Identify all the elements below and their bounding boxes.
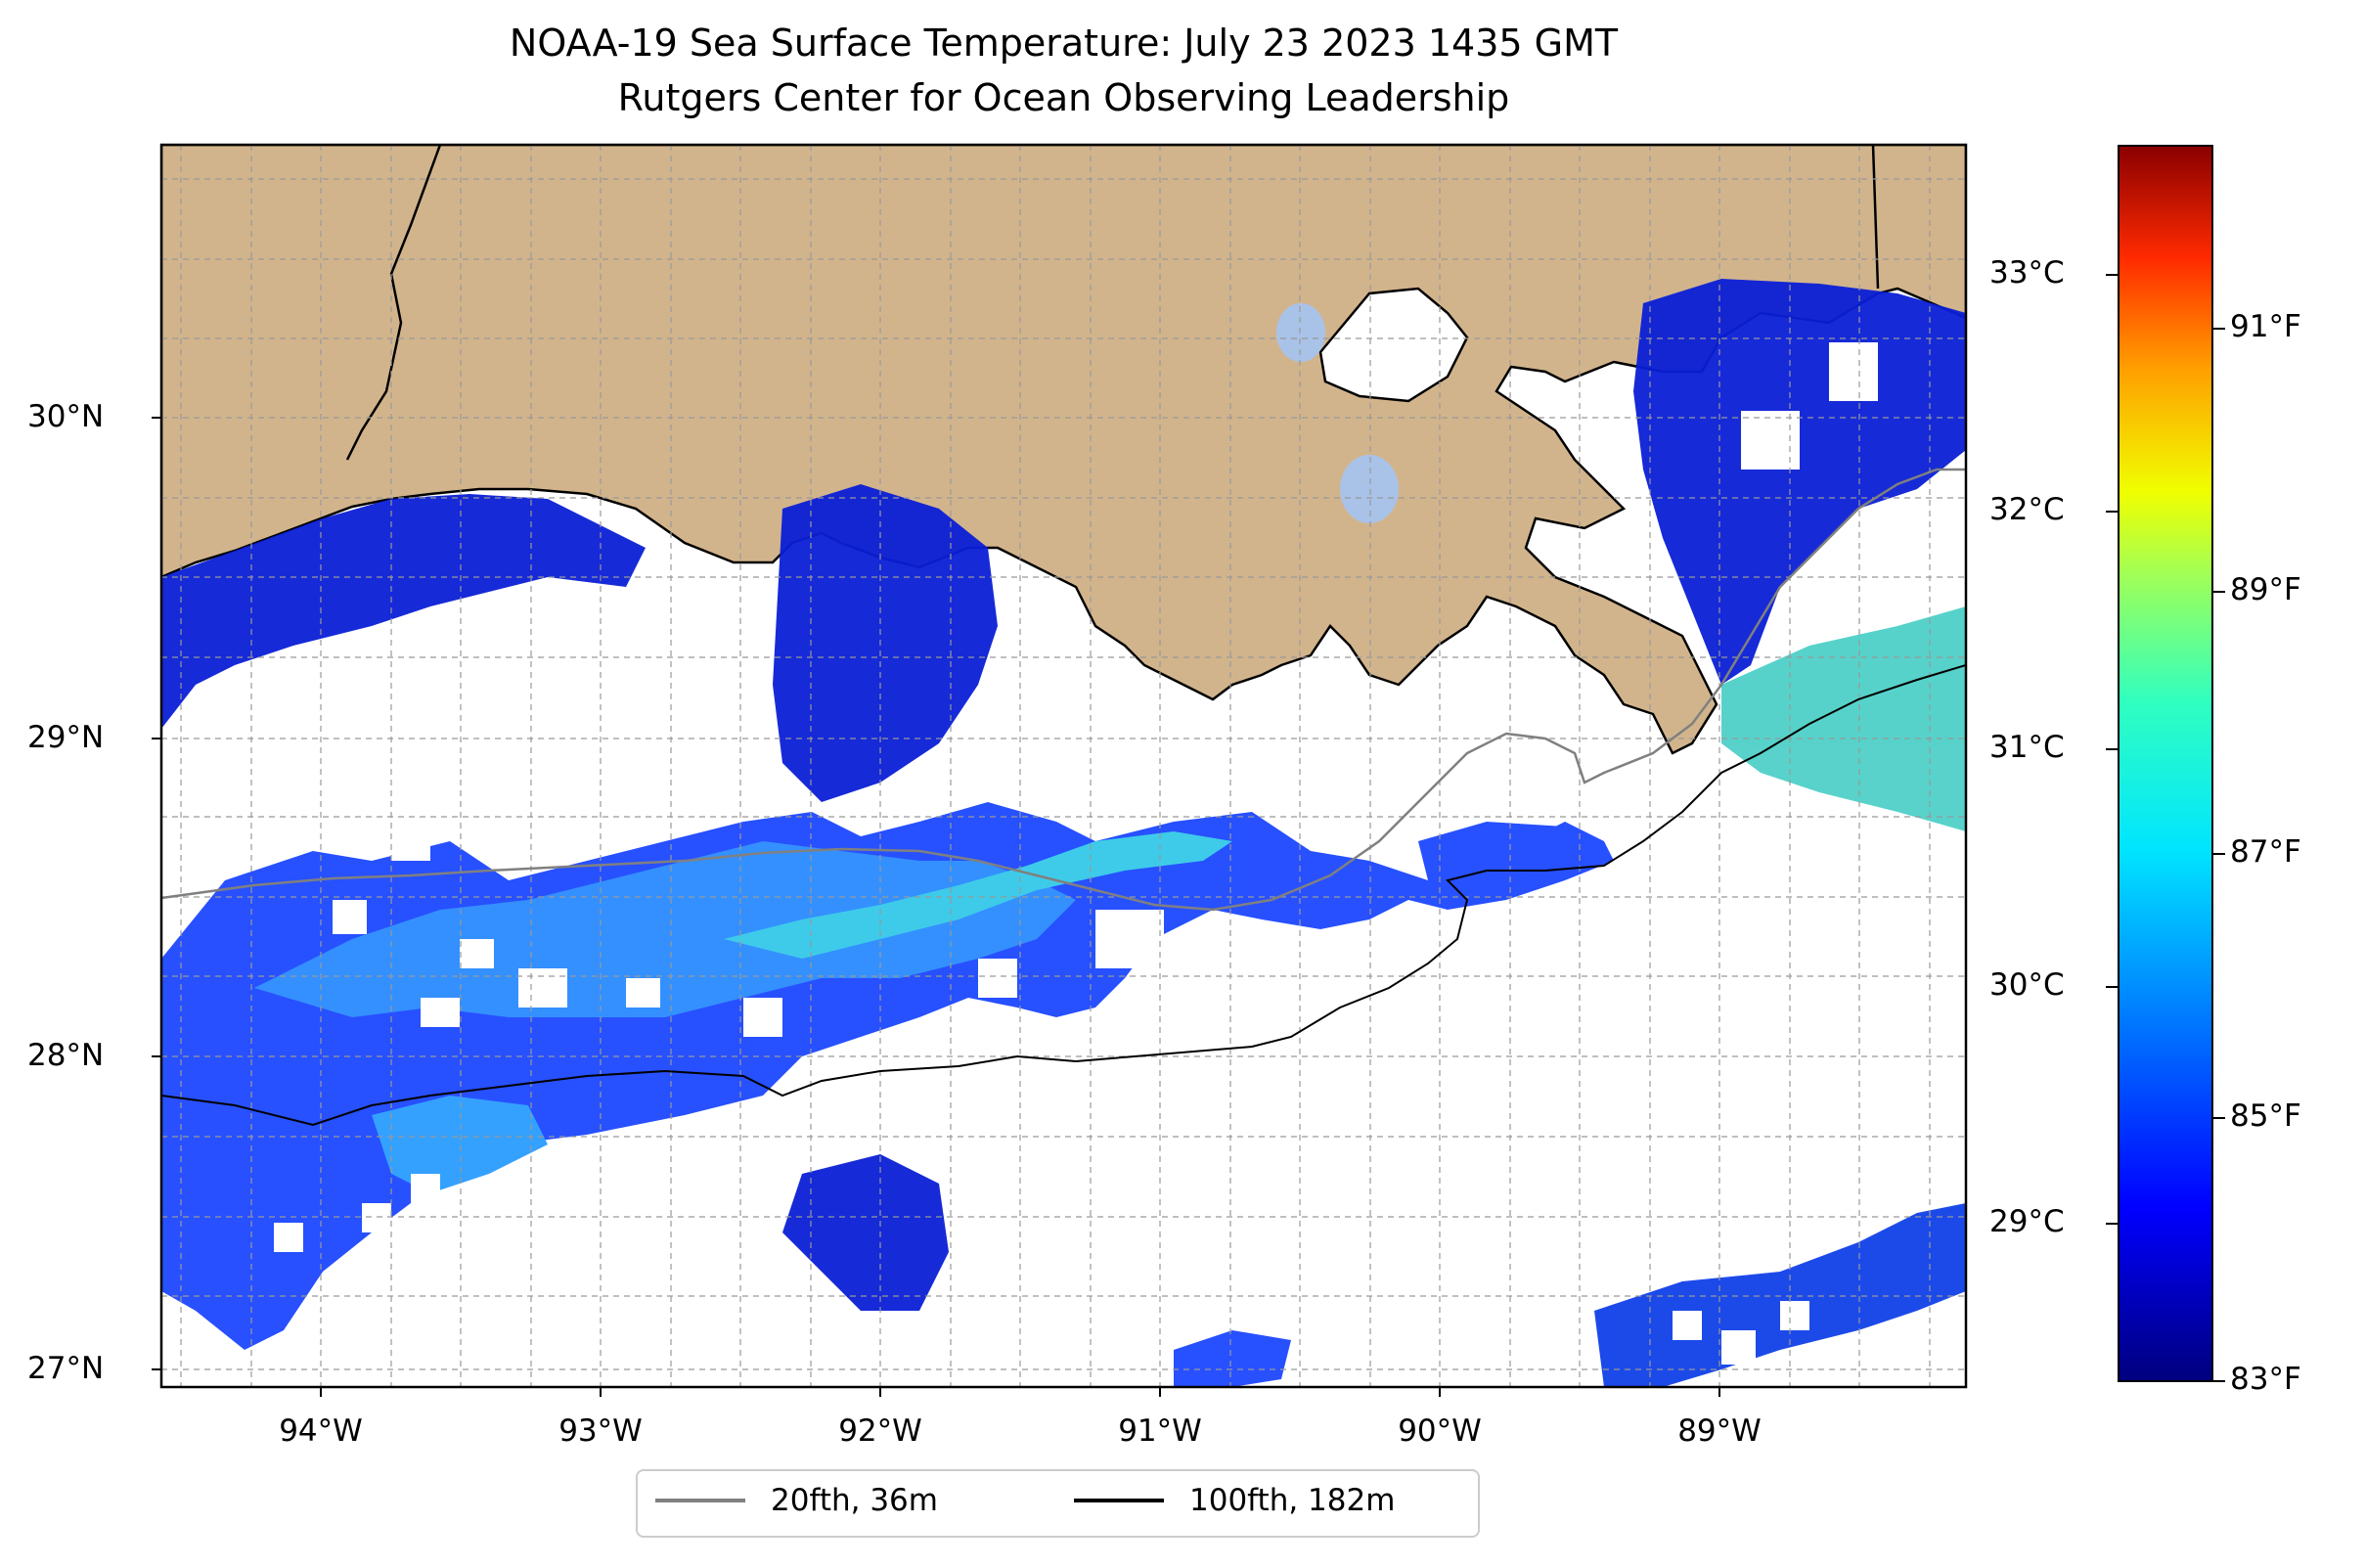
colorbar-celsius-label: 32°C xyxy=(1989,492,2065,527)
lat-label: 27°N xyxy=(27,1351,105,1386)
river xyxy=(345,145,442,461)
x-ticks xyxy=(320,1387,1720,1397)
sst-data-layer xyxy=(161,279,1966,1387)
legend-item-100fth: 100fth, 182m xyxy=(1074,1483,1395,1518)
legend: 20fth, 36m 100fth, 182m xyxy=(636,1469,1480,1538)
state-border xyxy=(1871,145,1880,290)
legend-item-20fth: 20fth, 36m xyxy=(655,1483,938,1518)
y-ticks xyxy=(152,417,161,1370)
isobath-20fth xyxy=(161,468,1966,912)
legend-line-gray xyxy=(655,1499,745,1502)
isobath-100fth xyxy=(161,664,1966,1127)
lake-pontchartrain xyxy=(1318,287,1469,403)
colorbar-fahrenheit-label: 89°F xyxy=(2230,572,2301,607)
gridlines xyxy=(161,145,1966,1387)
lat-label: 29°N xyxy=(27,720,105,755)
lat-label: 28°N xyxy=(27,1038,105,1073)
map-frame xyxy=(159,143,1968,1389)
legend-label: 20fth, 36m xyxy=(771,1483,938,1518)
lon-label: 92°W xyxy=(838,1413,922,1449)
legend-label: 100fth, 182m xyxy=(1189,1483,1396,1518)
colorbar-fahrenheit-label: 87°F xyxy=(2230,834,2301,870)
lon-label: 91°W xyxy=(1118,1413,1202,1449)
lon-label: 89°W xyxy=(1677,1413,1762,1449)
colorbar-celsius-label: 33°C xyxy=(1989,255,2065,291)
colorbar-celsius-label: 29°C xyxy=(1989,1204,2065,1239)
colorbar-fahrenheit-label: 83°F xyxy=(2230,1362,2301,1397)
lake-maurepas xyxy=(1276,303,1325,362)
map-subtitle: Rutgers Center for Ocean Observing Leade… xyxy=(617,76,1510,119)
lat-label: 30°N xyxy=(27,399,105,434)
colorbar-celsius-label: 30°C xyxy=(1989,967,2065,1003)
colorbar-celsius-label: 31°C xyxy=(1989,730,2065,765)
colorbar xyxy=(2118,145,2213,1382)
land-louisiana xyxy=(161,145,1966,755)
lon-label: 90°W xyxy=(1398,1413,1482,1449)
lon-label: 93°W xyxy=(558,1413,643,1449)
lon-label: 94°W xyxy=(279,1413,363,1449)
legend-line-black xyxy=(1074,1499,1164,1502)
colorbar-fahrenheit-label: 91°F xyxy=(2230,309,2301,344)
map-title: NOAA-19 Sea Surface Temperature: July 23… xyxy=(509,22,1619,65)
lake-salvador xyxy=(1340,455,1399,523)
colorbar-fahrenheit-label: 85°F xyxy=(2230,1098,2301,1134)
